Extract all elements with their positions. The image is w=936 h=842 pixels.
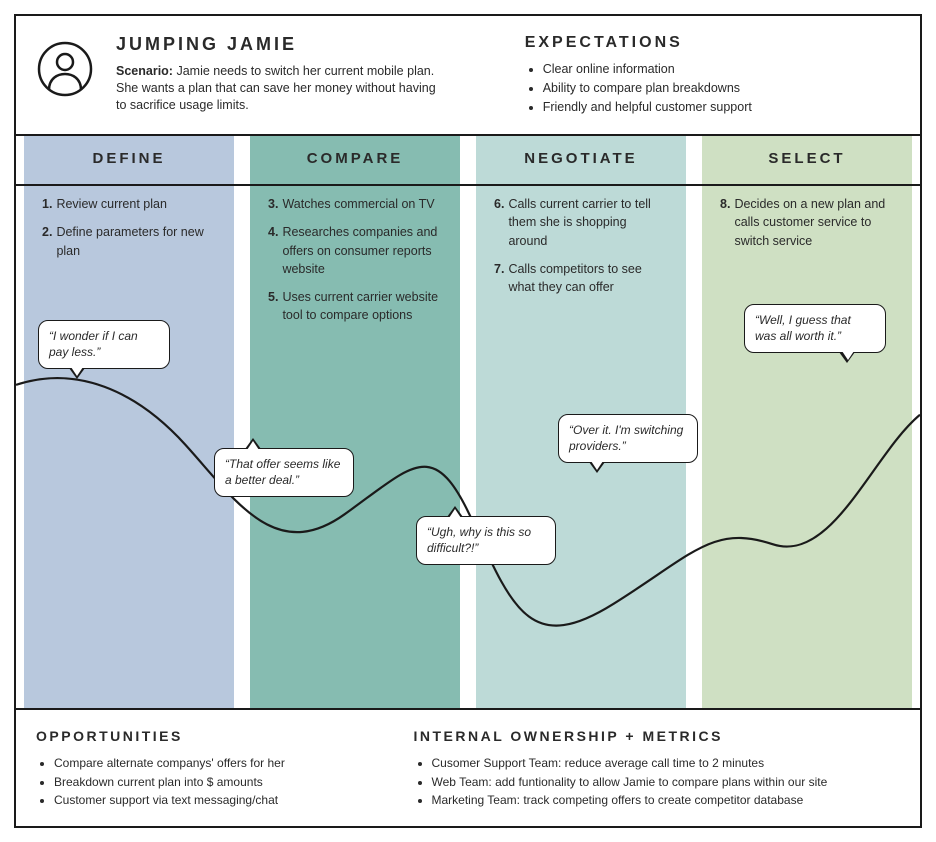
phase-step: 4.Researches companies and offers on con… (268, 223, 442, 277)
phase-step: 1.Review current plan (42, 195, 216, 213)
phase-compare: COMPARE 3.Watches commercial on TV 4.Resea… (242, 136, 468, 708)
opportunities-block: OPPORTUNITIES Compare alternate companys… (36, 728, 384, 810)
phase-step: 5.Uses current carrier website tool to c… (268, 288, 442, 324)
list-item: Customer support via text messaging/chat (54, 791, 384, 810)
expectations-list: Clear online information Ability to comp… (525, 60, 900, 116)
phase-step: 8.Decides on a new plan and calls custom… (720, 195, 894, 249)
phase-body: 6.Calls current carrier to tell them she… (476, 181, 686, 296)
phase-select: SELECT 8.Decides on a new plan and calls … (694, 136, 920, 708)
list-item: Cusomer Support Team: reduce average cal… (432, 754, 901, 773)
persona-icon (36, 34, 96, 116)
ownership-title: INTERNAL OWNERSHIP + METRICS (414, 728, 901, 744)
list-item: Web Team: add funtionality to allow Jami… (432, 773, 901, 792)
persona-title: JUMPING JAMIE (116, 34, 436, 55)
persona-block: JUMPING JAMIE Scenario: Jamie needs to s… (36, 34, 495, 116)
footer: OPPORTUNITIES Compare alternate companys… (16, 708, 920, 826)
phase-title: SELECT (702, 136, 912, 181)
journey-map: DEFINE 1.Review current plan 2.Define para… (16, 134, 920, 708)
persona-scenario: Scenario: Jamie needs to switch her curr… (116, 63, 436, 114)
list-item: Clear online information (543, 60, 900, 79)
phase-body: 1.Review current plan 2.Define parameters… (24, 181, 234, 259)
opportunities-title: OPPORTUNITIES (36, 728, 384, 744)
header: JUMPING JAMIE Scenario: Jamie needs to s… (16, 16, 920, 134)
speech-bubble: “That offer seems like a better deal.” (214, 448, 354, 497)
phase-title: NEGOTIATE (476, 136, 686, 181)
phase-body: 3.Watches commercial on TV 4.Researches c… (250, 181, 460, 324)
speech-bubble: “I wonder if I can pay less.” (38, 320, 170, 369)
list-item: Ability to compare plan breakdowns (543, 79, 900, 98)
phase-title: COMPARE (250, 136, 460, 181)
speech-bubble: “Over it. I'm switching providers.” (558, 414, 698, 463)
phase-step: 3.Watches commercial on TV (268, 195, 442, 213)
expectations-title: EXPECTATIONS (525, 34, 900, 52)
ownership-block: INTERNAL OWNERSHIP + METRICS Cusomer Sup… (414, 728, 901, 810)
phase-body: 8.Decides on a new plan and calls custom… (702, 181, 912, 249)
phase-step: 2.Define parameters for new plan (42, 223, 216, 259)
phase-title: DEFINE (24, 136, 234, 181)
expectations-block: EXPECTATIONS Clear online information Ab… (525, 34, 900, 116)
speech-bubble: “Ugh, why is this so difficult?!” (416, 516, 556, 565)
list-item: Marketing Team: track competing offers t… (432, 791, 901, 810)
list-item: Breakdown current plan into $ amounts (54, 773, 384, 792)
speech-bubble: “Well, I guess that was all worth it.” (744, 304, 886, 353)
phase-define: DEFINE 1.Review current plan 2.Define para… (16, 136, 242, 708)
list-item: Friendly and helpful customer support (543, 98, 900, 117)
phase-step: 7.Calls competitors to see what they can… (494, 260, 668, 296)
list-item: Compare alternate companys' offers for h… (54, 754, 384, 773)
phase-step: 6.Calls current carrier to tell them she… (494, 195, 668, 249)
